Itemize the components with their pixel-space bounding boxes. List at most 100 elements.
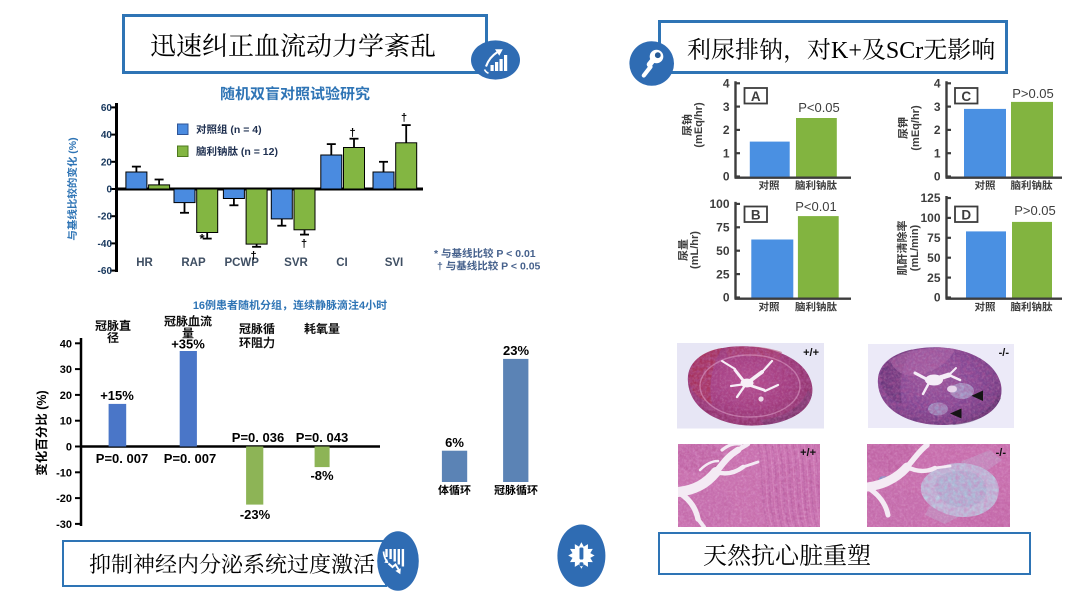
svg-text:(mEq/hr): (mEq/hr) <box>910 105 922 151</box>
svg-text:-/-: -/- <box>999 347 1010 359</box>
svg-text:SVI: SVI <box>385 257 404 269</box>
svg-text:P>0.05: P>0.05 <box>1014 203 1056 218</box>
svg-text:10: 10 <box>60 416 72 428</box>
svg-text:-20: -20 <box>56 493 72 505</box>
svg-text:25: 25 <box>927 271 941 285</box>
svg-text:(mL/hr): (mL/hr) <box>689 231 701 269</box>
svg-text:0: 0 <box>66 442 72 454</box>
svg-text:40: 40 <box>101 130 113 141</box>
svg-text:P<0.01: P<0.01 <box>795 199 837 214</box>
svg-text:B: B <box>751 207 761 222</box>
svg-text:CI: CI <box>336 257 348 269</box>
svg-text:对照: 对照 <box>759 178 780 193</box>
svg-text:3: 3 <box>723 100 730 114</box>
svg-text:P=0. 036: P=0. 036 <box>232 430 284 445</box>
svg-text:3: 3 <box>934 100 941 114</box>
svg-text:2: 2 <box>934 123 941 137</box>
svg-text:30: 30 <box>60 364 72 376</box>
svg-text:40: 40 <box>60 338 72 350</box>
svg-text:-/-: -/- <box>996 447 1007 459</box>
svg-text:脑利钠肽: 脑利钠肽 <box>1011 300 1053 315</box>
svg-text:-8%: -8% <box>310 468 334 483</box>
svg-text:+35%: +35% <box>171 337 205 352</box>
svg-text:体循环: 体循环 <box>438 482 471 498</box>
svg-text:100: 100 <box>709 197 729 211</box>
svg-text:-20: -20 <box>98 212 113 223</box>
svg-text:75: 75 <box>716 221 730 235</box>
svg-text:0: 0 <box>106 185 112 196</box>
svg-text:尿钠: 尿钠 <box>679 114 695 136</box>
svg-text:PCWP: PCWP <box>224 257 259 269</box>
svg-text:60: 60 <box>101 103 113 114</box>
svg-text:冠脉循环: 冠脉循环 <box>494 482 538 498</box>
svg-text:* 与基线比较 P < 0.01: * 与基线比较 P < 0.01 <box>434 246 536 261</box>
svg-text:-30: -30 <box>56 519 72 531</box>
svg-text:量: 量 <box>182 325 194 342</box>
svg-text:P=0. 043: P=0. 043 <box>296 430 348 445</box>
svg-text:†: † <box>250 250 256 262</box>
svg-text:耗氧量: 耗氧量 <box>304 320 340 337</box>
svg-text:+15%: +15% <box>100 388 134 403</box>
svg-text:20: 20 <box>60 390 72 402</box>
svg-text:100: 100 <box>920 211 940 225</box>
svg-text:1: 1 <box>934 146 941 160</box>
svg-text:16例患者随机分组，连续静脉滴注4小时: 16例患者随机分组，连续静脉滴注4小时 <box>193 297 387 313</box>
svg-text:†: † <box>349 127 355 139</box>
svg-text:0: 0 <box>723 170 730 184</box>
svg-text:P=0. 007: P=0. 007 <box>96 451 148 466</box>
svg-text:†: † <box>401 112 407 124</box>
svg-text:冠脉直: 冠脉直 <box>95 317 131 334</box>
svg-text:23%: 23% <box>503 343 529 358</box>
svg-text:0: 0 <box>934 170 941 184</box>
svg-text:25: 25 <box>716 267 730 281</box>
svg-text:脑利钠肽: 脑利钠肽 <box>1011 178 1053 193</box>
svg-text:4: 4 <box>723 77 730 91</box>
svg-text:20: 20 <box>101 157 113 168</box>
svg-text:6%: 6% <box>445 435 464 450</box>
svg-text:脑利钠肽: 脑利钠肽 <box>795 178 837 193</box>
svg-text:†: † <box>301 238 307 250</box>
svg-text:(mEq/hr): (mEq/hr) <box>693 102 705 148</box>
svg-text:50: 50 <box>927 251 941 265</box>
svg-text:与基线比较的变化 (%): 与基线比较的变化 (%) <box>65 137 80 240</box>
svg-text:对照: 对照 <box>759 300 780 315</box>
svg-text:-10: -10 <box>56 467 72 479</box>
svg-text:冠脉血流: 冠脉血流 <box>164 313 212 330</box>
svg-text:2: 2 <box>723 123 730 137</box>
svg-text:4: 4 <box>934 77 941 91</box>
svg-text:P=0. 007: P=0. 007 <box>164 451 216 466</box>
svg-text:D: D <box>961 207 971 222</box>
svg-text:125: 125 <box>920 191 940 205</box>
svg-text:SVR: SVR <box>284 257 308 269</box>
svg-text:75: 75 <box>927 231 941 245</box>
svg-text:A: A <box>751 89 761 104</box>
svg-text:环阻力: 环阻力 <box>239 334 275 351</box>
svg-text:对照组 (n = 4): 对照组 (n = 4) <box>196 122 262 137</box>
svg-text:尿量: 尿量 <box>675 239 691 261</box>
svg-text:P<0.05: P<0.05 <box>798 100 840 115</box>
svg-text:+/+: +/+ <box>800 447 816 459</box>
svg-text:RAP: RAP <box>181 257 206 269</box>
svg-text:† 与基线比较 P < 0.05: † 与基线比较 P < 0.05 <box>437 259 541 274</box>
svg-text:冠脉循: 冠脉循 <box>239 320 275 337</box>
svg-text:1: 1 <box>723 146 730 160</box>
svg-text:变化百分比 (%): 变化百分比 (%) <box>31 390 50 475</box>
svg-text:对照: 对照 <box>975 178 996 193</box>
svg-text:0: 0 <box>723 291 730 305</box>
svg-text:径: 径 <box>107 329 119 346</box>
svg-text:-60: -60 <box>98 266 113 277</box>
svg-text:对照: 对照 <box>975 300 996 315</box>
svg-text:肌酐清除率: 肌酐清除率 <box>894 221 910 276</box>
svg-text:脑利钠肽: 脑利钠肽 <box>795 300 837 315</box>
svg-text:-23%: -23% <box>240 507 271 522</box>
svg-text:-40: -40 <box>98 239 113 250</box>
svg-text:50: 50 <box>716 244 730 258</box>
svg-text:0: 0 <box>934 291 941 305</box>
svg-text:*: * <box>199 231 205 246</box>
svg-text:(mL/min): (mL/min) <box>909 224 921 271</box>
svg-text:C: C <box>961 89 971 104</box>
svg-text:HR: HR <box>136 257 153 269</box>
svg-text:尿钾: 尿钾 <box>895 117 911 139</box>
svg-text:+/+: +/+ <box>803 347 819 359</box>
svg-text:脑利钠肽 (n = 12): 脑利钠肽 (n = 12) <box>196 144 278 159</box>
